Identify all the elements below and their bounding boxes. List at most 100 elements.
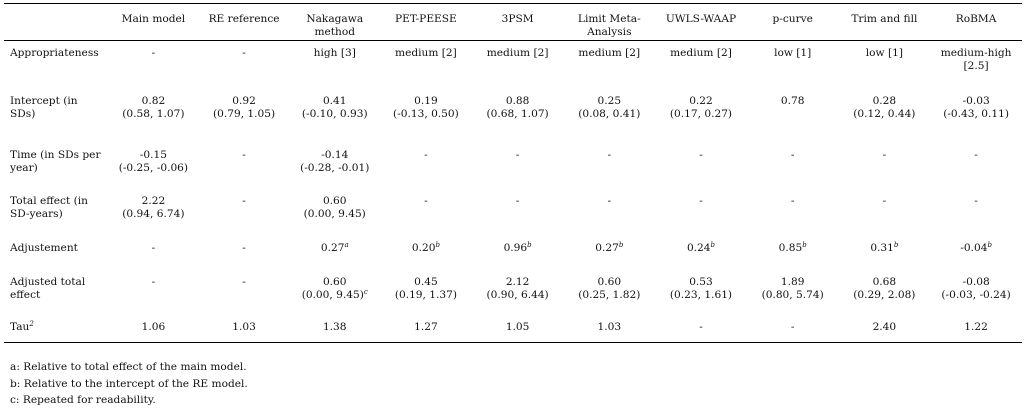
cell-ci: (-0.10, 0.93) (301, 107, 368, 120)
table-cell: -0.03 (-0.43, 0.11) (930, 89, 1022, 143)
table-row-appropriateness: Appropriateness - - high [3] medium [2] mediu… (4, 41, 1022, 89)
row-label-sup: 2 (29, 319, 34, 328)
table-cell: - (199, 189, 290, 236)
table-cell: 0.60 (0.00, 9.45) (289, 189, 380, 236)
cell-estimate: 0.85 (778, 241, 803, 254)
cell-ci: (0.29, 2.08) (853, 288, 916, 301)
table-cell: - (380, 189, 472, 236)
row-label-text: Time (in SDs per year) (10, 148, 101, 174)
cell-estimate-sup: b (893, 240, 899, 249)
table-row-adjusted-total: Adjusted total effect - -0.60 (0.00, 9.45)c… (4, 270, 1022, 318)
table-cell: - (839, 143, 931, 189)
col-header-robma: RoBMA (930, 3, 1022, 41)
cell-value: medium [2] (395, 47, 457, 59)
cell-estimate: -0.04 (960, 241, 988, 254)
cell-estimate-sup: b (710, 240, 716, 249)
table-row-time: Time (in SDs per year) -0.15 (-0.25, -0.06… (4, 143, 1022, 189)
cell-ci: (-0.13, 0.50) (393, 107, 459, 120)
cell-estimate: - (151, 275, 156, 288)
cell-estimate: - (882, 194, 887, 207)
col-header-trim-fill: Trim and fill (838, 3, 931, 41)
cell-value: medium [2] (486, 47, 549, 59)
cell-estimate: 2.22 (141, 194, 166, 207)
table-cell: 2.22 (0.94, 6.74) (108, 189, 199, 236)
cell-ci: (-0.03, -0.24) (941, 288, 1011, 301)
cell-ci: (0.80, 5.74) (761, 288, 824, 301)
row-label: Adjusted total effect (4, 270, 108, 318)
cell-estimate: 0.28 (872, 94, 897, 107)
cell-value: high [3] (313, 47, 356, 59)
table-notes: a: Relative to total effect of the main … (10, 359, 248, 409)
table-cell: 0.53 (0.23, 1.61) (655, 270, 747, 318)
col-header-p-curve: p-curve (746, 3, 839, 41)
cell-estimate: - (515, 148, 520, 161)
table-cell: 1.05 (471, 317, 564, 343)
col-header-3psm: 3PSM (471, 3, 564, 41)
table-row-tau2: Tau2 1.06 1.03 1.38 1.27 1.05 1.03 - - 2.40 1.22 (4, 317, 1022, 343)
table-cell: - (747, 189, 839, 236)
cell-ci: (-0.43, 0.11) (943, 107, 1009, 120)
cell-estimate: -0.15 (139, 148, 167, 161)
cell-estimate: 0.53 (689, 275, 713, 288)
row-label-text: Tau (10, 320, 30, 333)
table-cell: 0.68 (0.29, 2.08) (839, 270, 931, 318)
table-cell: - (930, 189, 1022, 236)
table-cell: 0.60 (0.25, 1.82) (563, 270, 655, 318)
cell-value: 1.38 (322, 320, 347, 333)
cell-value: 1.22 (964, 320, 988, 333)
cell-estimate: 0.92 (232, 94, 256, 107)
table-cell: 2.12 (0.90, 6.44) (472, 270, 564, 318)
table-cell: - (563, 143, 655, 189)
table-cell: - (199, 143, 290, 189)
table-cell: 0.41 (-0.10, 0.93) (289, 89, 380, 143)
cell-value: 1.05 (505, 320, 530, 333)
cell-estimate: - (151, 241, 156, 254)
cell-value: 2.40 (872, 320, 897, 333)
cell-ci: (0.17, 0.27) (669, 107, 733, 120)
table-cell: low [1] (839, 41, 931, 89)
cell-ci: (0.12, 0.44) (853, 107, 916, 120)
table-cell: 0.27b (563, 236, 655, 270)
cell-estimate: 0.68 (872, 275, 897, 288)
table-cell: 1.03 (563, 317, 656, 343)
cell-estimate-sup: b (802, 240, 807, 249)
cell-estimate: 0.24 (686, 241, 711, 254)
col-header-limit-meta: Limit Meta-Analysis (563, 3, 656, 41)
cell-estimate: -0.03 (962, 94, 990, 107)
cell-estimate-sup: b (987, 240, 992, 249)
table-cell: - (108, 236, 199, 270)
table-cell: - (563, 189, 655, 236)
cell-estimate: - (607, 148, 612, 161)
cell-estimate: 0.88 (505, 94, 530, 107)
table-cell: low [1] (747, 41, 839, 89)
cell-estimate: 0.22 (689, 94, 713, 107)
table-cell: 0.85b (747, 236, 839, 270)
results-table-body: Appropriateness - - high [3] medium [2] mediu… (4, 41, 1022, 343)
table-cell: - (746, 317, 839, 343)
col-header-nakagawa: Nakagawa method (289, 3, 381, 41)
cell-estimate: - (699, 148, 703, 161)
cell-estimate: 0.31 (870, 241, 894, 254)
cell-estimate: 0.25 (597, 94, 622, 107)
table-cell: high [3] (289, 41, 380, 89)
cell-ci: (0.94, 6.74) (122, 207, 185, 220)
table-row-intercept: Intercept (in SDs) 0.82 (0.58, 1.07) 0.92 (0… (4, 89, 1022, 143)
note-a: a: Relative to total effect of the main … (10, 361, 247, 373)
table-cell: - (839, 189, 931, 236)
cell-estimate: - (242, 148, 246, 161)
header-corner (4, 3, 109, 41)
cell-ci: (0.79, 1.05) (212, 107, 276, 120)
cell-value: 1.27 (414, 320, 438, 333)
cell-estimate: 0.78 (780, 94, 805, 107)
cell-ci: (0.23, 1.61) (669, 288, 733, 301)
cell-estimate: - (790, 194, 795, 207)
cell-value: 1.03 (232, 320, 256, 333)
cell-ci: (0.19, 1.37) (394, 288, 458, 301)
row-label: Total effect (in SD-years) (4, 189, 108, 236)
cell-estimate: 1.89 (780, 275, 805, 288)
table-cell: 0.88 (0.68, 1.07) (472, 89, 564, 143)
table-cell: 1.06 (108, 317, 199, 343)
table-cell: 1.03 (198, 317, 290, 343)
cell-estimate: - (607, 194, 612, 207)
cell-estimate: - (974, 148, 978, 161)
